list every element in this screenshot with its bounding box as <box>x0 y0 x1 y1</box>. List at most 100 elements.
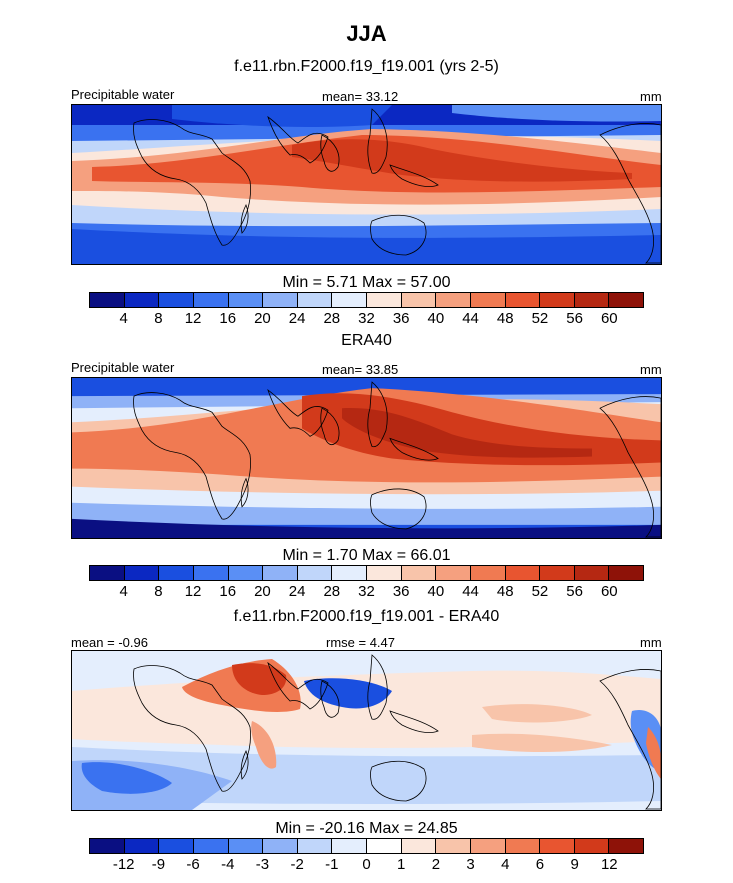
colorbar-swatch <box>436 566 471 580</box>
coastline <box>599 396 661 538</box>
panel-3-colorbar <box>89 838 644 854</box>
coastline <box>133 665 251 792</box>
panel-1-mean-label: mean= 33.12 <box>322 89 399 104</box>
colorbar-tick-label: 9 <box>570 856 579 873</box>
contour-band <box>72 229 661 264</box>
coastline <box>367 654 388 720</box>
colorbar-swatch <box>574 293 610 307</box>
colorbar-swatch <box>193 293 229 307</box>
colorbar-swatch <box>90 566 125 580</box>
colorbar-swatch <box>609 839 643 853</box>
coastline <box>370 488 427 530</box>
colorbar-tick-label: 56 <box>566 583 583 600</box>
colorbar-swatch <box>228 293 264 307</box>
colorbar-tick-label: 20 <box>254 310 271 327</box>
panel-2-title: ERA40 <box>341 332 392 349</box>
colorbar-tick-label: 52 <box>531 310 549 327</box>
colorbar-swatch <box>401 839 437 853</box>
contour-band <box>72 518 661 538</box>
colorbar-swatch <box>124 566 160 580</box>
contour-band <box>304 678 392 709</box>
panel-2-units-label: mm <box>640 362 662 377</box>
colorbar-tick-label: 56 <box>566 310 583 327</box>
colorbar-swatch <box>367 293 402 307</box>
colorbar-tick-label: 24 <box>288 583 306 600</box>
colorbar-swatch <box>540 839 575 853</box>
colorbar-swatch <box>505 293 541 307</box>
coastline <box>599 123 661 264</box>
panel-3-rmse-label: rmse = 4.47 <box>326 635 396 650</box>
colorbar-swatch <box>90 839 125 853</box>
colorbar-tick-label: 44 <box>462 583 479 600</box>
colorbar-swatch <box>470 566 506 580</box>
coastline <box>267 115 329 164</box>
colorbar-tick-label: 12 <box>184 310 202 327</box>
panel-2-variable-label: Precipitable water <box>71 360 175 375</box>
contour-band <box>302 393 661 466</box>
colorbar-swatch <box>193 566 229 580</box>
colorbar-swatch <box>574 566 610 580</box>
colorbar-swatch <box>436 839 471 853</box>
contour-band <box>452 105 661 122</box>
coastline <box>599 669 661 810</box>
colorbar-swatch <box>159 839 194 853</box>
colorbar-swatch <box>540 293 575 307</box>
colorbar-tick-label: 32 <box>358 310 375 327</box>
colorbar-swatch <box>367 839 402 853</box>
contour-band <box>646 727 661 779</box>
colorbar-swatch <box>574 839 610 853</box>
coastline <box>367 108 388 174</box>
panel-3-colorbar-ticks: -12 -9 -6 -4 -3 -2 -1 0 1 2 3 4 6 9 12 <box>89 856 644 874</box>
colorbar-tick-label: 12 <box>600 856 618 873</box>
colorbar-tick-label: 40 <box>427 310 445 327</box>
coastline <box>240 204 249 234</box>
colorbar-swatch <box>263 293 298 307</box>
colorbar-tick-label: 3 <box>466 856 475 873</box>
contour-band <box>482 704 592 723</box>
colorbar-tick-label: -1 <box>325 856 339 873</box>
colorbar-tick-label: 28 <box>323 310 341 327</box>
panel-2-map <box>71 377 662 539</box>
colorbar-swatch <box>297 566 333 580</box>
coastline <box>133 392 251 520</box>
panel-1-units-label: mm <box>640 89 662 104</box>
colorbar-swatch <box>228 566 264 580</box>
contour-band <box>342 407 592 458</box>
coastline <box>389 710 439 733</box>
colorbar-swatch <box>332 293 367 307</box>
coastline <box>320 680 340 718</box>
colorbar-swatch <box>263 839 298 853</box>
panel-2-contour-field <box>72 378 661 538</box>
colorbar-tick-label: -4 <box>221 856 235 873</box>
panel-2-minmax: Min = 1.70 Max = 66.01 <box>282 547 451 564</box>
coastline <box>240 477 249 508</box>
colorbar-tick-label: 24 <box>288 310 306 327</box>
panel-2-mean-label: mean= 33.85 <box>322 362 399 377</box>
colorbar-tick-label: -3 <box>255 856 270 873</box>
colorbar-tick-label: 6 <box>535 856 545 873</box>
colorbar-tick-label: 2 <box>431 856 441 873</box>
colorbar-tick-label: 4 <box>501 856 510 873</box>
colorbar-tick-label: 8 <box>154 310 163 327</box>
colorbar-swatch <box>90 293 125 307</box>
colorbar-tick-label: 48 <box>496 583 514 600</box>
panel-1-title: f.e11.rbn.F2000.f19_f19.001 (yrs 2-5) <box>234 58 499 75</box>
contour-band <box>232 663 287 695</box>
panel-3-title: f.e11.rbn.F2000.f19_f19.001 - ERA40 <box>233 608 500 625</box>
panel-1-minmax: Min = 5.71 Max = 57.00 <box>282 274 451 291</box>
colorbar-swatch <box>159 293 194 307</box>
panel-2-colorbar-ticks: 4 8 12 16 20 24 28 32 36 40 44 48 52 56 60 <box>89 583 644 601</box>
colorbar-swatch <box>124 839 160 853</box>
colorbar-swatch <box>124 293 160 307</box>
colorbar-tick-label: -6 <box>186 856 200 873</box>
colorbar-tick-label: 8 <box>154 583 163 600</box>
colorbar-swatch <box>332 566 367 580</box>
panel-1-colorbar <box>89 292 644 308</box>
colorbar-swatch <box>401 293 437 307</box>
panel-1-colorbar-ticks: 4 8 12 16 20 24 28 32 36 40 44 48 52 56 60 <box>89 310 644 328</box>
panel-3-map <box>71 650 662 811</box>
coastline <box>370 214 427 256</box>
colorbar-tick-label: 16 <box>219 583 237 600</box>
colorbar-swatch <box>609 293 643 307</box>
figure-title: JJA <box>346 21 387 46</box>
